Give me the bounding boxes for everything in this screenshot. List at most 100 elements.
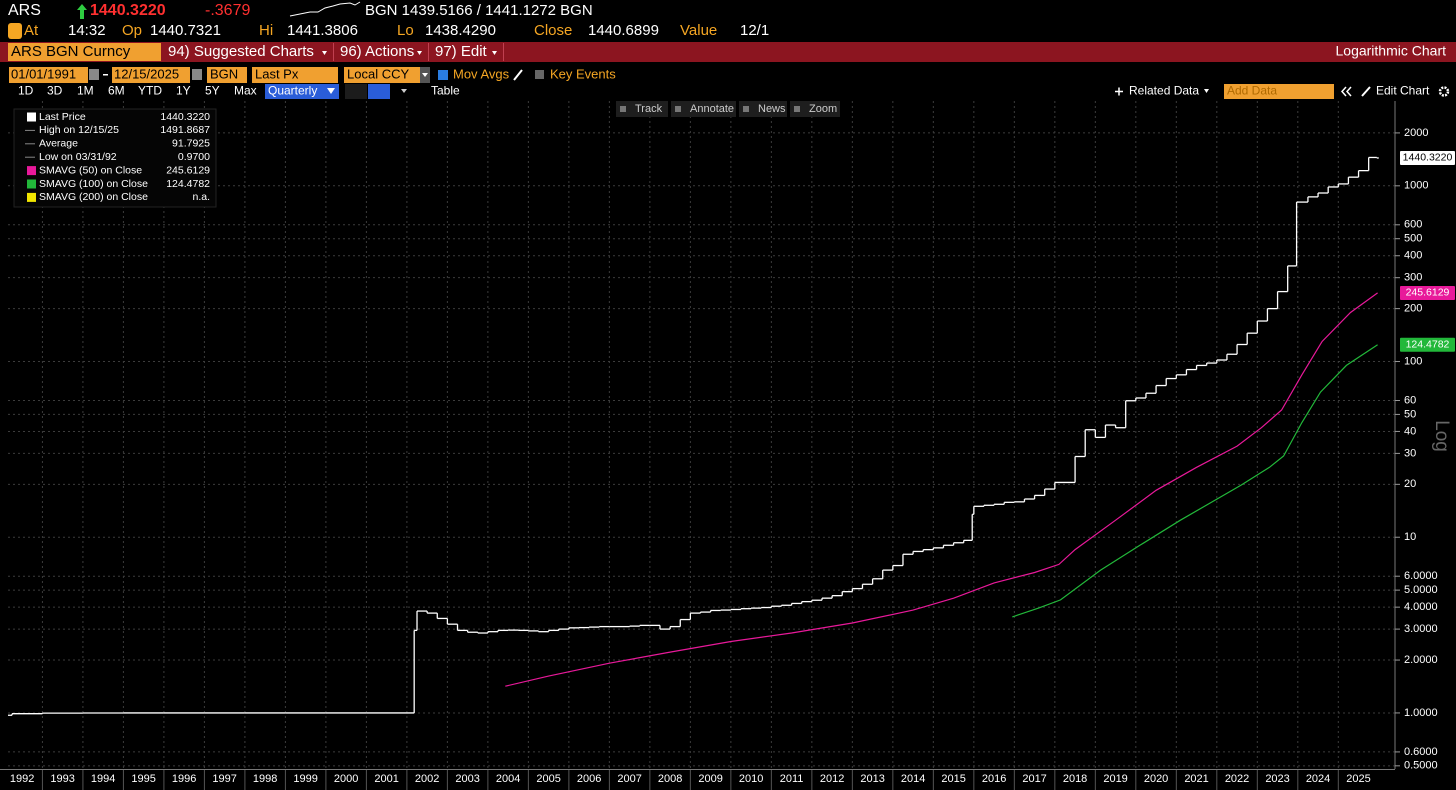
alert-icon[interactable] bbox=[8, 23, 22, 39]
tool-label[interactable]: Track bbox=[635, 103, 663, 115]
value-flag-label: 245.6129 bbox=[1406, 287, 1450, 299]
table-button[interactable]: Table bbox=[431, 84, 460, 98]
bar-style-button[interactable] bbox=[368, 84, 390, 99]
tool-button[interactable] bbox=[671, 101, 736, 117]
value-flag-label: 1440.3220 bbox=[1403, 152, 1453, 164]
period-button[interactable]: 5Y bbox=[205, 84, 220, 98]
x-tick-label: 2017 bbox=[1022, 773, 1046, 785]
field-box[interactable] bbox=[252, 67, 338, 83]
currency[interactable]: Local CCY bbox=[347, 66, 409, 81]
dropdown-arrow bbox=[422, 73, 428, 77]
security[interactable]: ARS BGN Curncy bbox=[11, 43, 131, 60]
dash bbox=[103, 74, 108, 76]
pencil-icon bbox=[1361, 86, 1371, 97]
tool-label[interactable]: Zoom bbox=[809, 103, 837, 115]
x-tick-label: 2002 bbox=[415, 773, 439, 785]
field-value: 12/1 bbox=[740, 22, 769, 39]
field-label: Close bbox=[534, 22, 572, 39]
security-box[interactable] bbox=[8, 43, 161, 61]
menu-item[interactable]: 94) Suggested Charts bbox=[168, 43, 314, 60]
start-date-box[interactable] bbox=[9, 67, 88, 83]
value-flag bbox=[1400, 337, 1455, 352]
pencil-icon[interactable] bbox=[513, 69, 523, 81]
menu-separator bbox=[333, 43, 334, 61]
settings-icon[interactable] bbox=[1438, 86, 1450, 97]
related-data[interactable]: Related Data bbox=[1129, 84, 1199, 98]
x-tick-label: 1998 bbox=[253, 773, 277, 785]
collapse-icon[interactable] bbox=[1340, 86, 1352, 97]
checkbox[interactable] bbox=[535, 70, 544, 79]
menu-item[interactable]: 97) Edit bbox=[435, 43, 488, 60]
legend-box bbox=[13, 108, 217, 208]
x-tick-label: 2006 bbox=[577, 773, 601, 785]
period-button[interactable]: 1M bbox=[77, 84, 94, 98]
calendar-icon[interactable] bbox=[192, 69, 202, 80]
period-button[interactable]: YTD bbox=[138, 84, 162, 98]
period-button[interactable]: Max bbox=[234, 84, 257, 98]
end-date[interactable]: 12/15/2025 bbox=[114, 66, 179, 81]
x-tick-label: 1997 bbox=[212, 773, 236, 785]
y-tick-label: 1000 bbox=[1404, 180, 1428, 192]
y-tick-label: 30 bbox=[1404, 447, 1416, 459]
start-date[interactable]: 01/01/1991 bbox=[11, 66, 76, 81]
field-label: Op bbox=[122, 22, 142, 39]
y-tick-label: 2000 bbox=[1404, 127, 1428, 139]
y-tick-label: 10 bbox=[1404, 531, 1416, 543]
frequency[interactable]: Quarterly bbox=[268, 84, 317, 98]
x-tick-label: 1994 bbox=[91, 773, 115, 785]
tool-label[interactable]: News bbox=[758, 103, 786, 115]
legend-label: SMAVG (50) on Close bbox=[39, 164, 142, 176]
y-tick-label: 500 bbox=[1404, 233, 1422, 245]
x-tick-label: 1992 bbox=[10, 773, 34, 785]
field[interactable]: Last Px bbox=[255, 66, 299, 81]
source-box[interactable] bbox=[207, 67, 247, 83]
tool-label[interactable]: Annotate bbox=[690, 103, 734, 115]
tool-button[interactable] bbox=[739, 101, 787, 117]
period-button[interactable]: 3D bbox=[47, 84, 63, 98]
calendar-icon[interactable] bbox=[89, 69, 99, 80]
period-button[interactable]: 6M bbox=[108, 84, 125, 98]
chart-style-button[interactable] bbox=[345, 84, 367, 99]
legend-value: 1491.8687 bbox=[160, 124, 210, 136]
field-label: Lo bbox=[397, 22, 414, 39]
legend: Last Price 1440.3220 High on 12/15/25 1491.… bbox=[25, 111, 210, 203]
x-tick-label: 2016 bbox=[982, 773, 1006, 785]
x-tick-label: 1999 bbox=[293, 773, 317, 785]
dropdown-arrow bbox=[327, 88, 335, 94]
field-value: 1441.3806 bbox=[287, 22, 358, 39]
dropdown-arrow bbox=[401, 89, 407, 93]
source[interactable]: BGN bbox=[210, 66, 238, 81]
option[interactable]: Key Events bbox=[550, 66, 616, 81]
tool-button[interactable] bbox=[790, 101, 840, 117]
x-tick-label: 2022 bbox=[1225, 773, 1249, 785]
currency-box[interactable] bbox=[344, 67, 420, 83]
period-button[interactable]: 1Y bbox=[176, 84, 191, 98]
add-data[interactable]: Add Data bbox=[1227, 84, 1277, 98]
y-tick-label: 600 bbox=[1404, 219, 1422, 231]
option[interactable]: Mov Avgs bbox=[453, 66, 510, 81]
x-axis-band bbox=[0, 769, 1456, 790]
field-value: 1440.6899 bbox=[588, 22, 659, 39]
chart-kind: Logarithmic Chart bbox=[1336, 43, 1447, 59]
tool-button[interactable] bbox=[616, 101, 668, 117]
legend-value: 91.7925 bbox=[172, 138, 210, 150]
field-label: Value bbox=[680, 22, 717, 39]
end-date-box[interactable] bbox=[112, 67, 190, 83]
y-tick-label: 5.0000 bbox=[1404, 584, 1438, 596]
x-tick-label: 2012 bbox=[820, 773, 844, 785]
period-button[interactable]: 1D bbox=[18, 84, 34, 98]
checkbox-checked[interactable] bbox=[438, 70, 448, 80]
menu-item[interactable]: 96) Actions bbox=[340, 43, 414, 60]
x-tick-label: 2021 bbox=[1184, 773, 1208, 785]
x-tick-label: 2019 bbox=[1103, 773, 1127, 785]
field-value: 1438.4290 bbox=[425, 22, 496, 39]
edit-chart[interactable]: Edit Chart bbox=[1376, 84, 1430, 98]
sparkline bbox=[289, 1, 361, 17]
add-data-box[interactable] bbox=[1224, 84, 1334, 99]
value-flag bbox=[1400, 285, 1455, 300]
frequency-box[interactable] bbox=[265, 84, 339, 99]
field-value: 14:32 bbox=[68, 22, 106, 39]
legend-value: 124.4782 bbox=[166, 178, 210, 190]
x-tick-label: 2009 bbox=[698, 773, 722, 785]
x-tick-label: 2014 bbox=[901, 773, 925, 785]
